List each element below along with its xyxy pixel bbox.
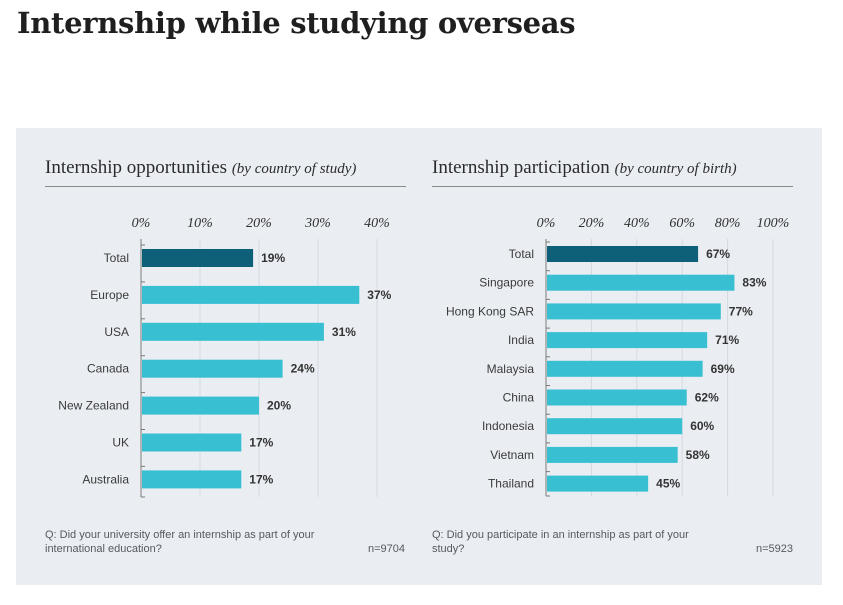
bar [547, 332, 708, 349]
x-tick-label: 100% [757, 216, 790, 231]
bar [142, 285, 360, 304]
chart-title-main: Internship participation [432, 157, 610, 178]
bar [547, 246, 699, 262]
value-label: 37% [367, 288, 391, 302]
x-tick-label: 30% [304, 216, 331, 231]
bar [142, 322, 324, 341]
chart-subtitle: by country of birth [619, 161, 732, 177]
survey-question: Q: Did your university offer an internsh… [45, 529, 315, 555]
category-label: UK [112, 436, 129, 450]
value-label: 67% [706, 247, 730, 261]
x-tick-label: 20% [579, 216, 605, 231]
bar [547, 360, 703, 377]
value-label: 20% [267, 399, 291, 413]
value-label: 17% [249, 472, 273, 486]
value-label: 71% [715, 333, 739, 347]
value-label: 45% [656, 477, 680, 491]
title-rule [45, 186, 406, 187]
bar [142, 470, 242, 489]
chart-subtitle: (by country of study) [231, 161, 357, 177]
value-label: 19% [261, 251, 285, 265]
bar [547, 475, 649, 492]
value-label: 62% [695, 391, 719, 405]
title-rule [432, 186, 793, 187]
value-label: 31% [332, 325, 356, 339]
x-tick-label: 40% [624, 216, 650, 231]
category-label: Total [104, 251, 129, 265]
category-label: New Zealand [58, 399, 129, 413]
chart-title-main: Internship opportunities [45, 157, 228, 178]
category-label: USA [104, 325, 129, 339]
category-label: Canada [87, 362, 129, 376]
category-label: Australia [82, 472, 129, 486]
internship-participation-chart: Internship participation (by country of … [419, 128, 822, 585]
value-label: 24% [291, 362, 315, 376]
bar [142, 249, 254, 267]
x-tick-label: 80% [715, 216, 741, 231]
value-label: 77% [729, 304, 753, 318]
category-label: Thailand [488, 477, 534, 491]
category-label: Indonesia [482, 419, 534, 433]
bar [547, 303, 721, 320]
x-tick-label: 20% [246, 216, 272, 231]
bar [547, 418, 683, 435]
bar-chart-svg: 0% 10% 20% 30% 40% Total 19% Europe 37% USA 31% Can… [58, 216, 392, 498]
x-tick-label: 40% [364, 216, 390, 231]
bar [142, 359, 283, 378]
value-label: 17% [249, 436, 273, 450]
category-label: Vietnam [490, 448, 534, 462]
category-label: Singapore [479, 276, 534, 290]
page-title: Internship while studying overseas [17, 6, 576, 40]
x-tick-label: 0% [132, 216, 151, 231]
survey-question: Q: Did you participate in an internship … [432, 529, 689, 555]
value-label: 69% [711, 362, 735, 376]
value-label: 58% [686, 448, 710, 462]
sample-size: n=9704 [367, 543, 405, 555]
bar [547, 274, 735, 291]
charts-panel: Internship opportunities (by country of … [16, 128, 822, 585]
bar [142, 433, 242, 452]
bar [547, 446, 678, 463]
x-tick-label: 0% [537, 216, 556, 231]
category-label: China [503, 391, 535, 405]
category-label: Malaysia [487, 362, 535, 376]
chart-title: Internship participation (by country of … [432, 157, 737, 178]
bar [547, 389, 687, 406]
category-label: India [508, 333, 534, 347]
x-tick-label: 10% [187, 216, 213, 231]
x-tick-label: 60% [669, 216, 695, 231]
bar-chart-svg: 0% 20% 40% 60% 80% 100% Total 67% Singapore 83% Ho… [446, 216, 790, 497]
internship-opportunities-chart: Internship opportunities (by country of … [16, 128, 419, 585]
sample-size: n=5923 [755, 543, 793, 555]
chart-title: Internship opportunities (by country of … [45, 157, 356, 179]
category-label: Hong Kong SAR [446, 304, 534, 318]
value-label: 83% [742, 276, 766, 290]
value-label: 60% [690, 419, 714, 433]
bar [142, 396, 259, 415]
category-label: Europe [90, 288, 129, 302]
category-label: Total [509, 247, 534, 261]
